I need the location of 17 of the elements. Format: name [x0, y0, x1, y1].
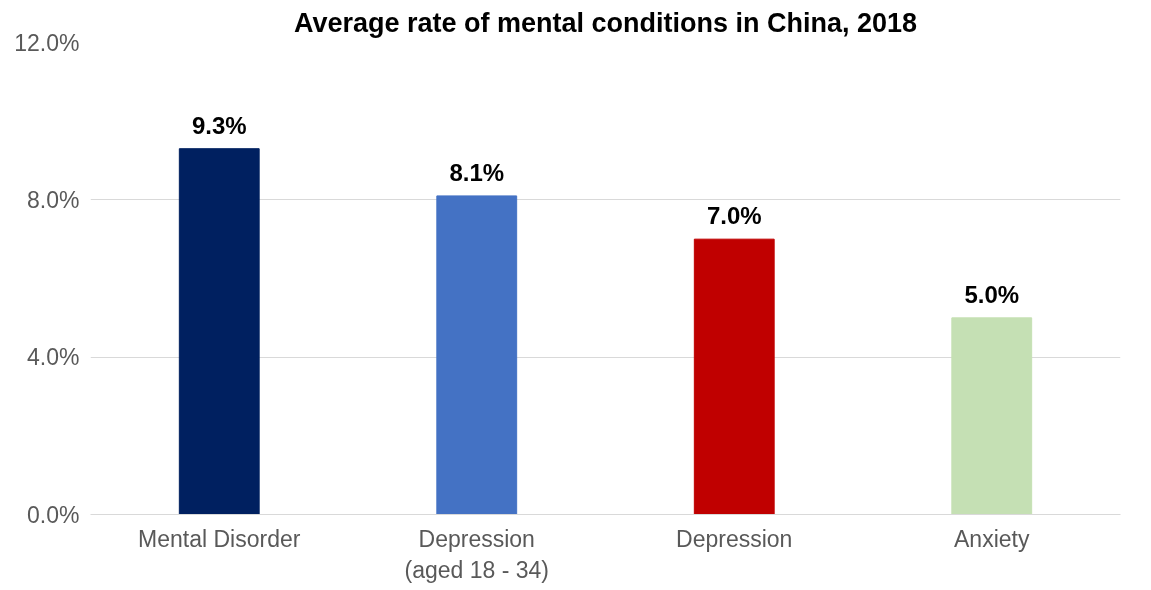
bar [951, 317, 1033, 515]
y-tick-label: 0.0% [27, 501, 80, 528]
x-tick-label: Anxiety [954, 525, 1030, 552]
bar [436, 195, 518, 515]
data-label: 9.3% [191, 111, 247, 139]
x-tick-label: Mental Disorder [138, 525, 301, 552]
data-label: 5.0% [964, 280, 1020, 308]
chart-title: Average rate of mental conditions in China, 2018 [293, 7, 918, 38]
bar [178, 148, 260, 515]
data-label: 8.1% [449, 158, 505, 186]
data-label: 7.0% [706, 202, 762, 230]
y-tick-label: 8.0% [27, 186, 80, 213]
y-tick-label: 4.0% [27, 344, 80, 371]
bar [693, 238, 775, 515]
y-tick-label: 12.0% [14, 29, 80, 56]
x-tick-label: Depression [676, 525, 793, 552]
x-tick-label: Depression (aged 18 - 34) [404, 525, 549, 583]
